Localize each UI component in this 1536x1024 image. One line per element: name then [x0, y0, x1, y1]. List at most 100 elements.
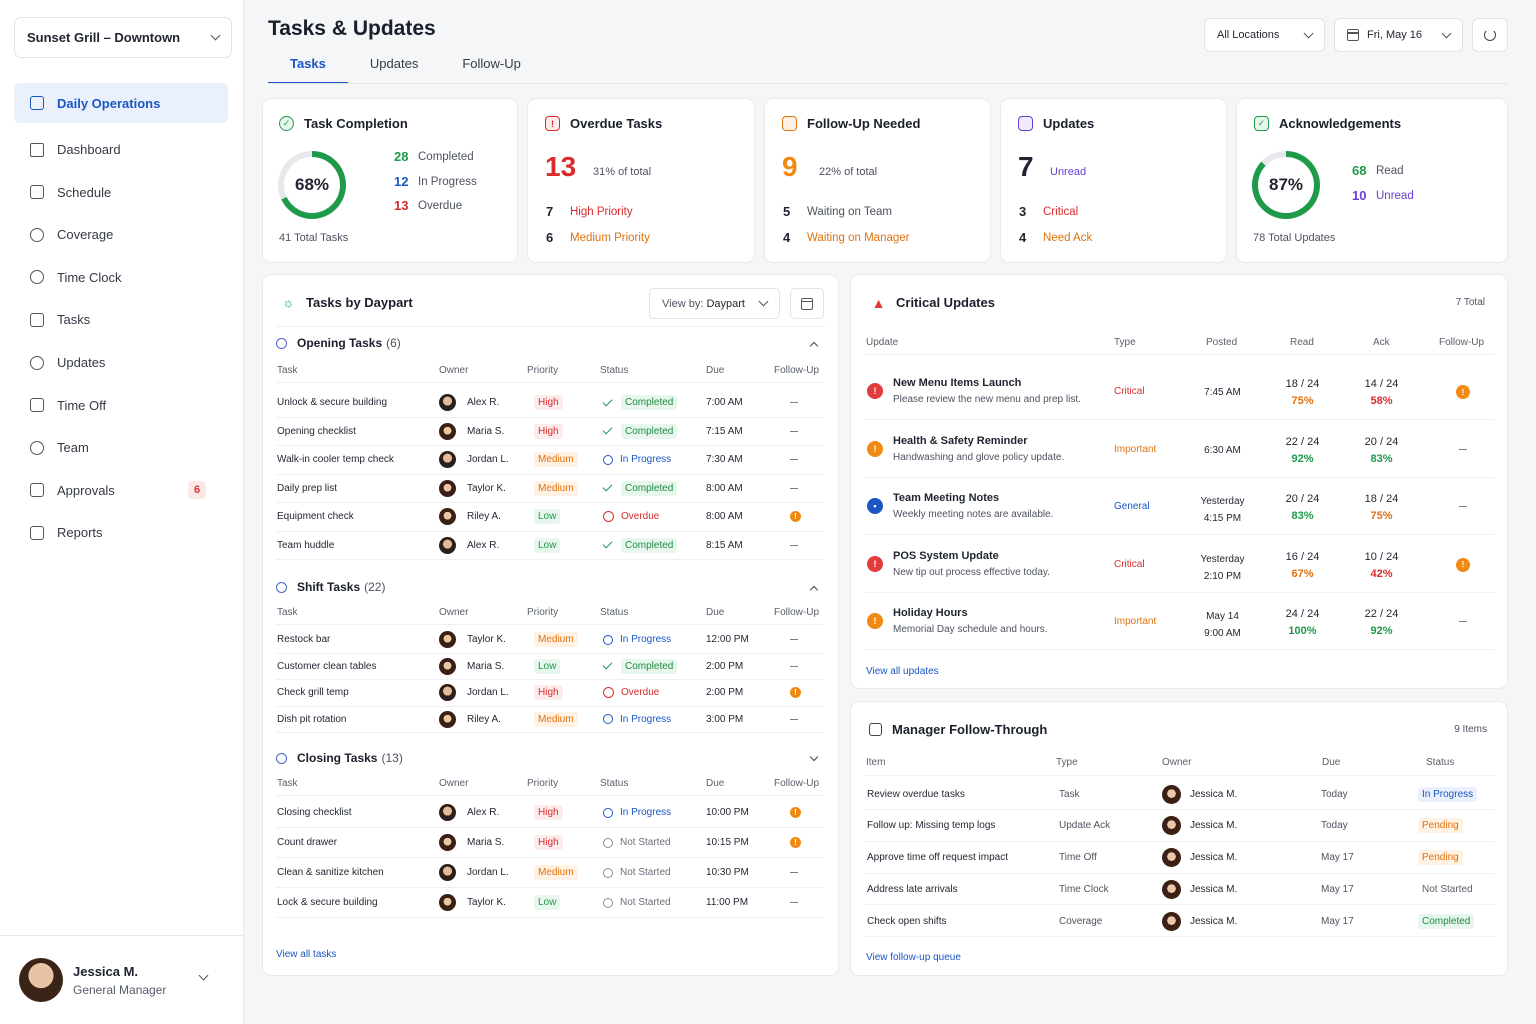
- sun-icon: ☼: [282, 295, 295, 310]
- calendar-view-button[interactable]: [790, 288, 824, 319]
- table-row[interactable]: Walk-in cooler temp check Jordan L. Medium…: [276, 446, 824, 475]
- follow-up-flag-icon[interactable]: !: [1456, 385, 1470, 399]
- table-row[interactable]: Restock bar Taylor K. Medium In Progress 12:…: [276, 627, 824, 654]
- avatar: [1162, 784, 1181, 804]
- tab-updates[interactable]: Updates: [369, 56, 419, 71]
- task-name: Check grill temp: [277, 687, 349, 699]
- avatar: [1162, 816, 1181, 836]
- status-cell: In Progress: [603, 707, 671, 733]
- acknowledge-icon: ✓: [1254, 116, 1269, 131]
- calendar-icon: [801, 297, 813, 310]
- owner-name: Jessica M.: [1190, 852, 1238, 864]
- home-icon: [30, 142, 44, 157]
- user-role: General Manager: [73, 982, 167, 997]
- follow-up-cell[interactable]: !: [790, 828, 801, 857]
- sidebar-item-coverage[interactable]: Coverage: [14, 215, 228, 255]
- follow-up-flag-icon[interactable]: !: [790, 511, 801, 523]
- due-time: 7:00 AM: [706, 397, 743, 409]
- status-cell: In Progress: [1418, 779, 1478, 809]
- approval-icon: [30, 483, 44, 498]
- view-by-dropdown[interactable]: View by: Daypart: [649, 288, 780, 319]
- section-header-closing-tasks[interactable]: Closing Tasks (13): [276, 751, 403, 765]
- follow-up-flag-icon[interactable]: !: [790, 837, 801, 848]
- check-icon: [602, 538, 613, 549]
- table-row[interactable]: Count drawer Maria S. High Not Started 10:15…: [276, 828, 824, 858]
- sidebar-item-reports[interactable]: Reports: [14, 513, 228, 553]
- sidebar-item-daily-operations[interactable]: Daily Operations: [14, 83, 228, 123]
- sidebar-item-updates[interactable]: Updates: [14, 343, 228, 383]
- update-row[interactable]: ! POS System Update New tip out process ef…: [864, 536, 1494, 593]
- update-row[interactable]: ! Health & Safety Reminder Handwashing and…: [864, 421, 1494, 478]
- section-header-shift-tasks[interactable]: Shift Tasks (22): [276, 580, 385, 594]
- sidebar-item-dashboard[interactable]: Dashboard: [14, 130, 228, 170]
- priority-cell: High: [534, 798, 563, 827]
- sidebar-item-approvals[interactable]: Approvals 6: [14, 470, 228, 510]
- status-badge: Completed: [621, 480, 678, 496]
- sidebar-item-time-off[interactable]: Time Off: [14, 385, 228, 425]
- table-row[interactable]: Lock & secure building Taylor K. Low Not St…: [276, 888, 824, 918]
- sidebar-item-label: Reports: [57, 525, 103, 541]
- read-cell: 20 / 24 83%: [1270, 491, 1335, 525]
- empty-dash: [790, 487, 798, 489]
- view-follow-up-queue-link[interactable]: View follow-up queue: [866, 952, 961, 963]
- avatar: [439, 536, 456, 554]
- date-picker[interactable]: Fri, May 16: [1334, 18, 1463, 52]
- priority-badge: Low: [534, 895, 561, 910]
- status-badge: Completed: [621, 658, 678, 674]
- view-all-tasks-link[interactable]: View all tasks: [276, 949, 337, 960]
- sidebar-item-schedule[interactable]: Schedule: [14, 172, 228, 212]
- overdue-share: 31% of total: [593, 166, 652, 178]
- owner-cell: Alex R.: [439, 389, 499, 417]
- table-row[interactable]: Dish pit rotation Riley A. Medium In Progre…: [276, 707, 824, 733]
- location-select[interactable]: Sunset Grill – Downtown: [14, 17, 232, 58]
- owner-name: Riley A.: [467, 511, 501, 523]
- follow-up-flag-icon[interactable]: !: [790, 807, 801, 818]
- sidebar-item-tasks[interactable]: Tasks: [14, 300, 228, 340]
- location-filter-dropdown[interactable]: All Locations: [1204, 18, 1325, 52]
- table-row[interactable]: Check grill temp Jordan L. High Overdue 2:00…: [276, 680, 824, 707]
- table-row[interactable]: Clean & sanitize kitchen Jordan L. Medium N…: [276, 858, 824, 888]
- tab-follow-up[interactable]: Follow-Up: [462, 56, 521, 71]
- in-progress-label: In Progress: [418, 175, 477, 188]
- follow-through-row[interactable]: Check open shifts Coverage Jessica M. May 1…: [864, 906, 1494, 938]
- table-row[interactable]: Closing checklist Alex R. High In Progress 1…: [276, 798, 824, 828]
- table-row[interactable]: Opening checklist Maria S. High Completed 7:…: [276, 418, 824, 446]
- sidebar-item-team[interactable]: Team: [14, 428, 228, 468]
- task-name: Daily prep list: [277, 482, 338, 494]
- avatar: [439, 422, 456, 440]
- update-row[interactable]: ! New Menu Items Launch Please review the …: [864, 363, 1494, 420]
- follow-up-cell[interactable]: !: [790, 680, 801, 706]
- refresh-button[interactable]: [1472, 18, 1508, 52]
- follow-up-cell[interactable]: !: [790, 503, 801, 531]
- follow-through-row[interactable]: Follow up: Missing temp logs Update Ack Je…: [864, 811, 1494, 842]
- table-row[interactable]: Unlock & secure building Alex R. High Compl…: [276, 389, 824, 418]
- follow-up-flag-icon[interactable]: !: [1456, 557, 1470, 572]
- avatar: [439, 451, 456, 469]
- section-header-opening-tasks[interactable]: Opening Tasks (6): [276, 336, 401, 350]
- table-row[interactable]: Equipment check Riley A. Low Overdue 8:00 AM…: [276, 503, 824, 532]
- follow-through-row[interactable]: Address late arrivals Time Clock Jessica M…: [864, 874, 1494, 906]
- view-all-updates-link[interactable]: View all updates: [866, 666, 939, 677]
- user-profile-menu[interactable]: Jessica M. General Manager: [0, 935, 243, 1024]
- posted-cell: Yesterday 2:10 PM: [1190, 551, 1255, 585]
- table-row[interactable]: Customer clean tables Maria S. Low Complete…: [276, 654, 824, 680]
- follow-up-cell: [790, 888, 798, 917]
- owner-name: Taylor K.: [467, 634, 506, 646]
- follow-up-cell[interactable]: !: [790, 798, 801, 827]
- table-row[interactable]: Team huddle Alex R. Low Completed 8:15 AM: [276, 532, 824, 560]
- sidebar-item-time-clock[interactable]: Time Clock: [14, 257, 228, 297]
- follow-through-row[interactable]: Review overdue tasks Task Jessica M. Today I…: [864, 779, 1494, 810]
- column-header: Status: [1426, 757, 1455, 768]
- status-cell: In Progress: [603, 627, 671, 653]
- card-title: Task Completion: [304, 116, 408, 131]
- update-row[interactable]: ▪ Team Meeting Notes Weekly meeting notes …: [864, 478, 1494, 535]
- owner-cell: Taylor K.: [439, 888, 506, 917]
- tab-tasks[interactable]: Tasks: [268, 54, 348, 84]
- update-row[interactable]: ! Holiday Hours Memorial Day schedule and …: [864, 593, 1494, 650]
- follow-up-flag-icon[interactable]: !: [790, 687, 801, 699]
- table-row[interactable]: Daily prep list Taylor K. Medium Completed 8…: [276, 475, 824, 503]
- chevron-down-icon: [198, 970, 209, 981]
- follow-through-row[interactable]: Approve time off request impact Time Off J…: [864, 843, 1494, 874]
- ack-percent: 58%: [1370, 395, 1393, 407]
- avatar: [439, 864, 456, 881]
